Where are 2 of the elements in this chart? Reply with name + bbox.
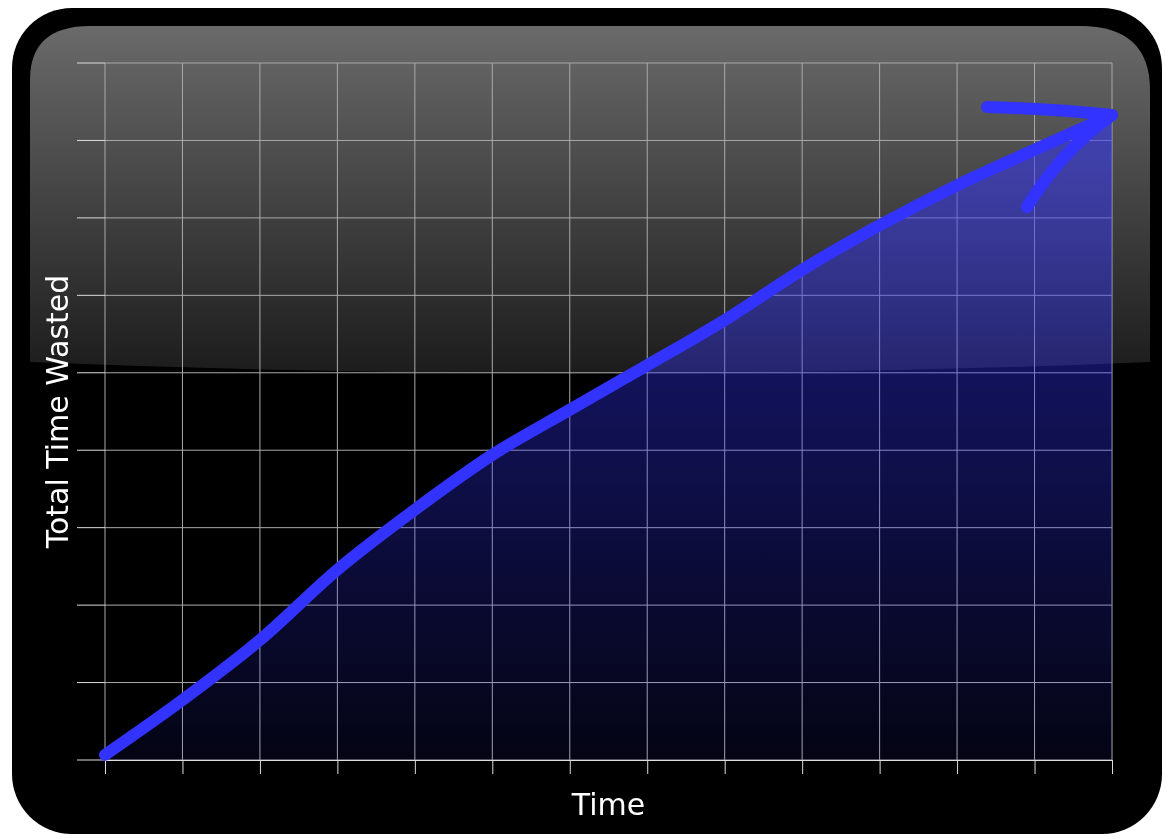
x-axis-title: Time	[570, 787, 646, 822]
y-axis-title: Total Time Wasted	[40, 274, 75, 550]
